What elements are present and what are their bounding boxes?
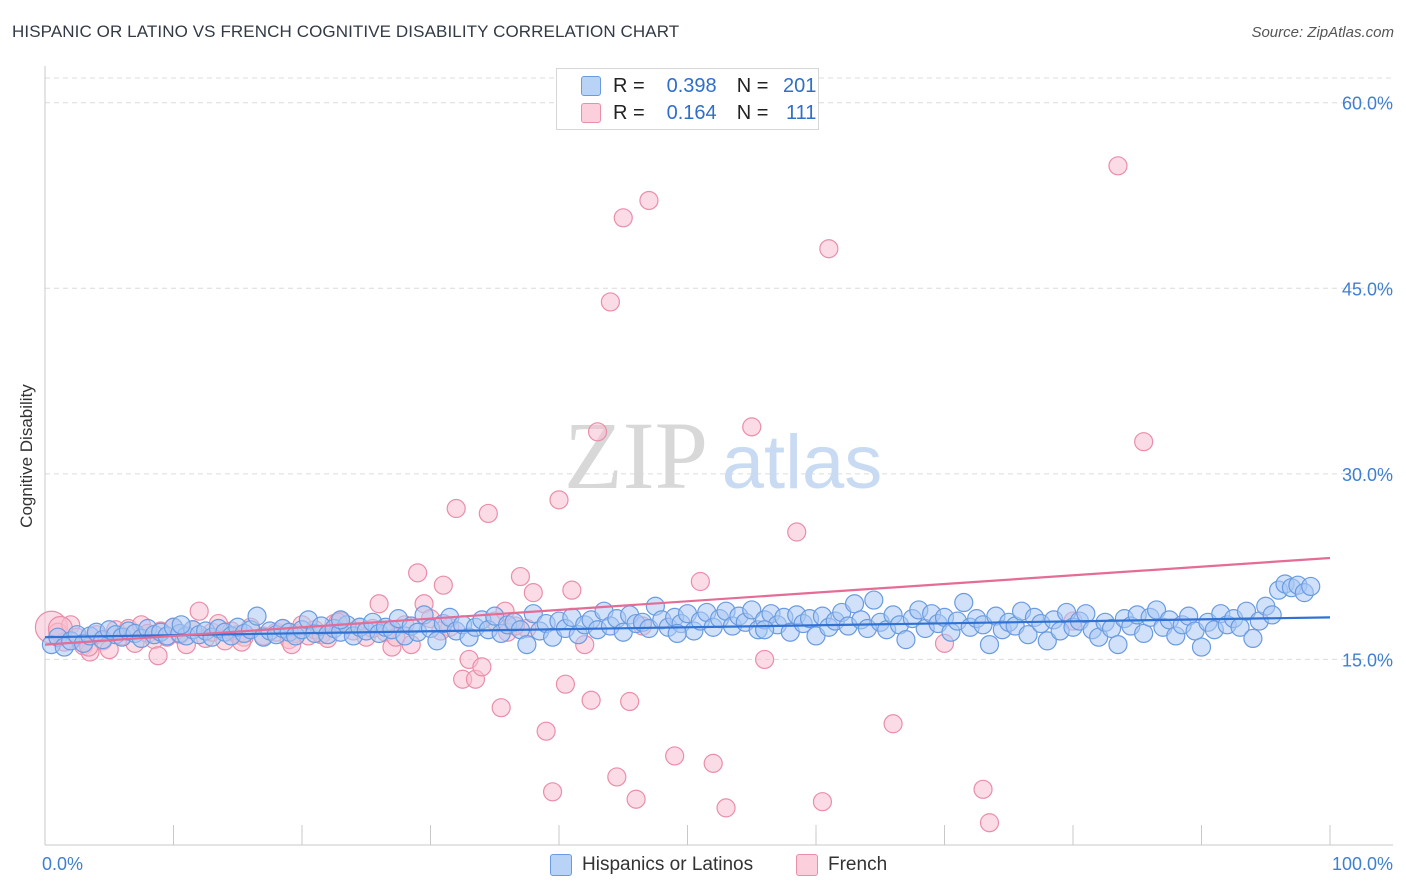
grid-lines: [45, 77, 1393, 660]
y-tick-label: 30.0%: [1342, 465, 1393, 485]
y-tick-label: 60.0%: [1342, 94, 1393, 114]
point-hispanics: [954, 592, 974, 613]
watermark: ZIP atlas: [564, 402, 882, 509]
legend-swatch-blue: [550, 854, 572, 876]
point-hispanics: [754, 620, 775, 640]
point-hispanics: [1236, 601, 1257, 621]
point-french: [883, 714, 903, 734]
point-french: [600, 292, 621, 312]
point-french: [639, 190, 659, 211]
point-french: [812, 792, 833, 812]
point-hispanics: [247, 606, 267, 626]
point-hispanics: [523, 604, 543, 624]
x-tick-label: 100.0%: [1332, 854, 1393, 874]
point-french: [620, 691, 640, 712]
point-french: [716, 798, 736, 818]
legend-label-french: French: [828, 854, 888, 875]
r-value: 0.164: [666, 101, 717, 124]
point-hispanics: [517, 634, 537, 655]
point-french: [446, 498, 466, 519]
n-value: 111: [785, 101, 817, 124]
point-hispanics: [1037, 631, 1057, 651]
tick-labels: 15.0% 30.0% 45.0% 60.0% 0.0% 100.0%: [42, 94, 1393, 874]
point-hispanics: [864, 590, 884, 610]
point-french: [703, 753, 723, 773]
point-hispanics: [1191, 637, 1212, 657]
point-french: [690, 571, 710, 592]
legend-item-french[interactable]: French: [796, 852, 887, 878]
stats-legend: R = 0.398 N = 201 R = 0.164 N = 111: [556, 68, 819, 130]
trend-lines: [44, 556, 1331, 646]
point-french: [542, 782, 563, 802]
legend-item-hispanics[interactable]: Hispanics or Latinos: [550, 852, 753, 878]
point-french: [478, 503, 498, 524]
point-french: [587, 422, 608, 442]
stats-row-french: R = 0.164 N = 111: [581, 101, 816, 125]
point-french: [510, 566, 531, 587]
point-hispanics: [1301, 576, 1321, 597]
y-tick-label: 45.0%: [1342, 279, 1393, 299]
point-french: [979, 813, 1000, 833]
axes: [44, 66, 1393, 846]
point-french: [581, 690, 601, 710]
trend-line-french: [44, 556, 1331, 646]
point-french: [536, 721, 556, 741]
n-label: N =: [736, 101, 769, 124]
point-hispanics: [667, 623, 687, 644]
legend-label-hispanics: Hispanics or Latinos: [582, 854, 754, 875]
point-french: [562, 580, 582, 600]
point-french: [787, 522, 807, 542]
point-hispanics: [1243, 628, 1263, 649]
chart-title: HISPANIC OR LATINO VS FRENCH COGNITIVE D…: [12, 22, 680, 41]
point-french: [742, 417, 762, 437]
point-french: [369, 594, 389, 614]
point-french: [1134, 432, 1154, 452]
trend-line-hispanics: [44, 616, 1331, 639]
r-label: R =: [613, 101, 645, 124]
point-french: [607, 767, 627, 787]
point-hispanics: [896, 630, 916, 650]
point-hispanics: [979, 634, 1000, 655]
point-french: [819, 239, 839, 259]
n-label: N =: [736, 74, 769, 97]
point-french: [613, 208, 633, 228]
point-french: [555, 674, 576, 694]
point-french: [626, 789, 646, 809]
point-french: [549, 490, 569, 510]
point-hispanics: [1108, 634, 1128, 655]
point-french: [491, 698, 511, 718]
legend-swatch-pink: [796, 854, 818, 876]
point-french: [148, 646, 168, 666]
point-hispanics: [742, 600, 762, 620]
point-french: [189, 601, 209, 621]
point-hispanics: [1134, 623, 1154, 644]
y-tick-label: 15.0%: [1342, 650, 1393, 670]
point-french: [665, 746, 685, 766]
r-label: R =: [613, 74, 645, 97]
watermark-zip: ZIP: [564, 402, 708, 509]
y-axis-label: Cognitive Disability: [17, 384, 36, 528]
point-french: [754, 649, 775, 670]
point-hispanics: [1262, 605, 1282, 625]
point-hispanics: [844, 594, 865, 614]
stats-swatch-pink: [581, 103, 601, 123]
n-value: 201: [783, 74, 817, 97]
point-french: [408, 563, 428, 583]
series-hispanics-or-latinos: [41, 574, 1321, 657]
stats-swatch-blue: [581, 76, 601, 96]
point-hispanics: [171, 615, 191, 635]
point-french: [523, 583, 543, 603]
point-french: [1108, 156, 1128, 176]
chart-source: Source: ZipAtlas.com: [1251, 24, 1394, 41]
point-hispanics: [427, 631, 447, 651]
point-french: [433, 575, 453, 595]
r-value: 0.398: [666, 74, 717, 97]
point-french: [973, 779, 993, 799]
point-hispanics: [1018, 625, 1038, 645]
x-tick-label: 0.0%: [42, 854, 83, 874]
stats-row-hispanics: R = 0.398 N = 201: [581, 74, 816, 98]
point-french: [472, 657, 492, 677]
